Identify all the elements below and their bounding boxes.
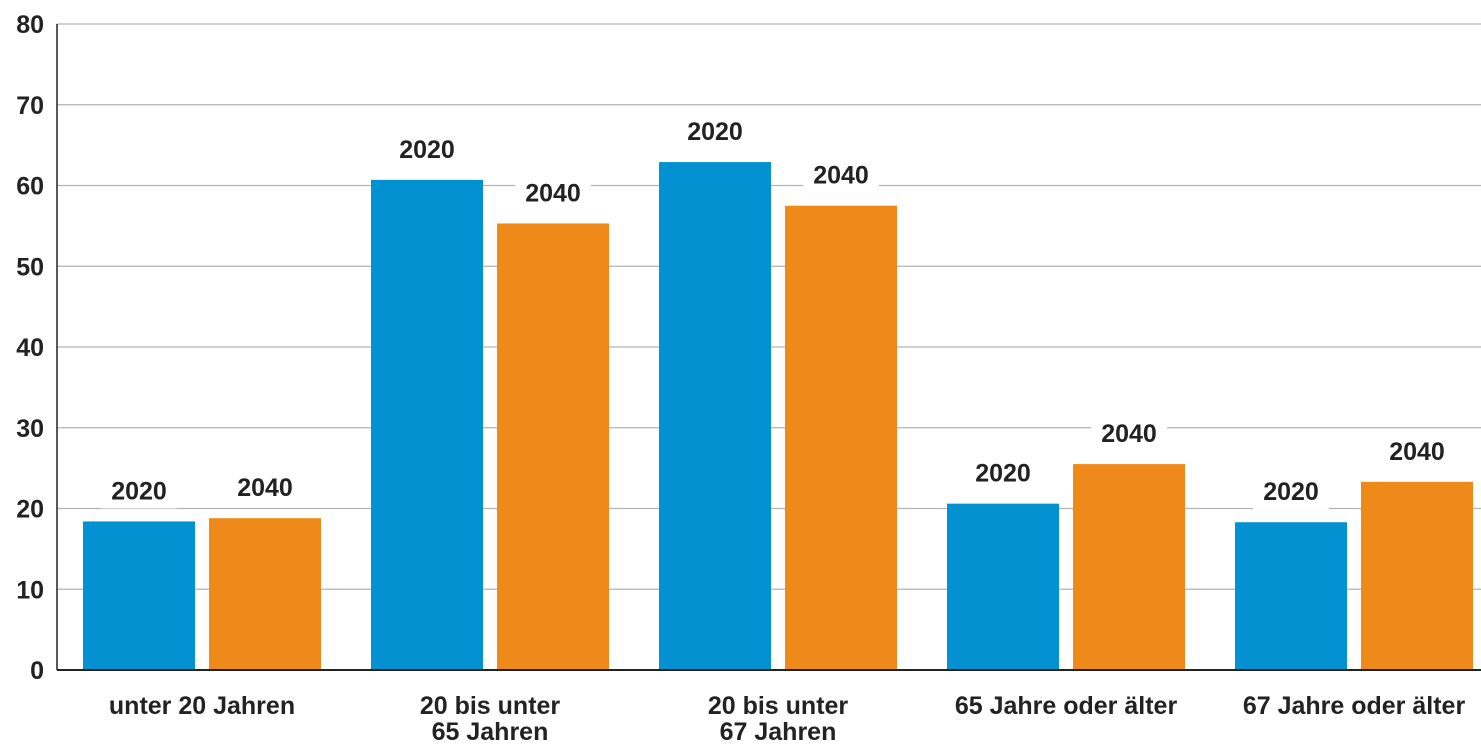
y-tick-label: 60 [16,173,44,201]
bar-2020-0 [83,521,195,670]
category-label-line: 65 Jahren [432,718,549,744]
y-tick-label: 30 [16,415,44,443]
bar-2020-1 [371,179,483,670]
category-label: unter 20 Jahren [109,692,295,720]
y-tick-label: 20 [16,496,44,524]
bar-label-background [227,469,303,506]
bars [83,162,1473,670]
bar-label-background [965,454,1041,491]
bar-2020-2 [659,162,771,670]
bar-label-2020: 2020 [1263,478,1319,506]
bar-2040-3 [1073,464,1185,670]
category-label: 20 bis unter 65 Jahren [420,692,561,744]
bar-label-2040: 2040 [525,179,581,207]
axes [56,24,1481,671]
category-label-line: 67 Jahre oder älter [1243,692,1466,720]
bar-label-2040: 2040 [1389,438,1445,466]
category-label: 67 Jahre oder älter [1243,692,1466,720]
bar-label-2040: 2040 [813,162,869,190]
bar-label-background [1091,415,1167,452]
bar-2020-4 [1235,522,1347,670]
bar-2040-4 [1361,481,1473,670]
y-tick-label: 70 [16,92,44,120]
bar-label-background [1253,473,1329,510]
bar-label-2020: 2020 [975,460,1031,488]
category-label: 20 bis unter 67 Jahren [708,692,849,744]
bar-label-background [1379,432,1455,469]
y-tick-label: 80 [16,11,44,39]
bar-label-background [389,130,465,167]
category-label-line: 65 Jahre oder älter [955,692,1178,720]
bar-label-2020: 2020 [111,477,167,505]
bar-label-2040: 2040 [1101,420,1157,448]
y-tick-label: 40 [16,334,44,362]
bar-label-background [101,472,177,509]
category-label-line: unter 20 Jahren [109,692,295,720]
bar-label-2020: 2020 [399,136,455,164]
category-label-line: 20 bis unter [420,692,561,720]
bar-2040-1 [497,223,609,670]
y-tick-label: 0 [30,657,44,685]
y-tick-label: 50 [16,253,44,281]
bar-data-labels: 2020 2020 2020 2020 2020 2040 2040 2040 2040 2040 [101,113,1455,510]
bar-label-2020: 2020 [687,118,743,146]
bar-label-background [803,156,879,193]
bar-2020-3 [947,503,1059,670]
bar-2040-0 [209,518,321,670]
bar-label-2040: 2040 [237,474,293,502]
category-label: 65 Jahre oder älter [955,692,1178,720]
category-label-line: 67 Jahren [720,718,837,744]
bar-label-background [515,174,591,211]
y-axis-tick-labels: 0 10 20 30 40 50 60 70 80 [16,11,44,685]
y-tick-label: 10 [16,576,44,604]
category-label-line: 20 bis unter [708,692,849,720]
bar-label-background [677,113,753,150]
bar-2040-2 [785,205,897,670]
